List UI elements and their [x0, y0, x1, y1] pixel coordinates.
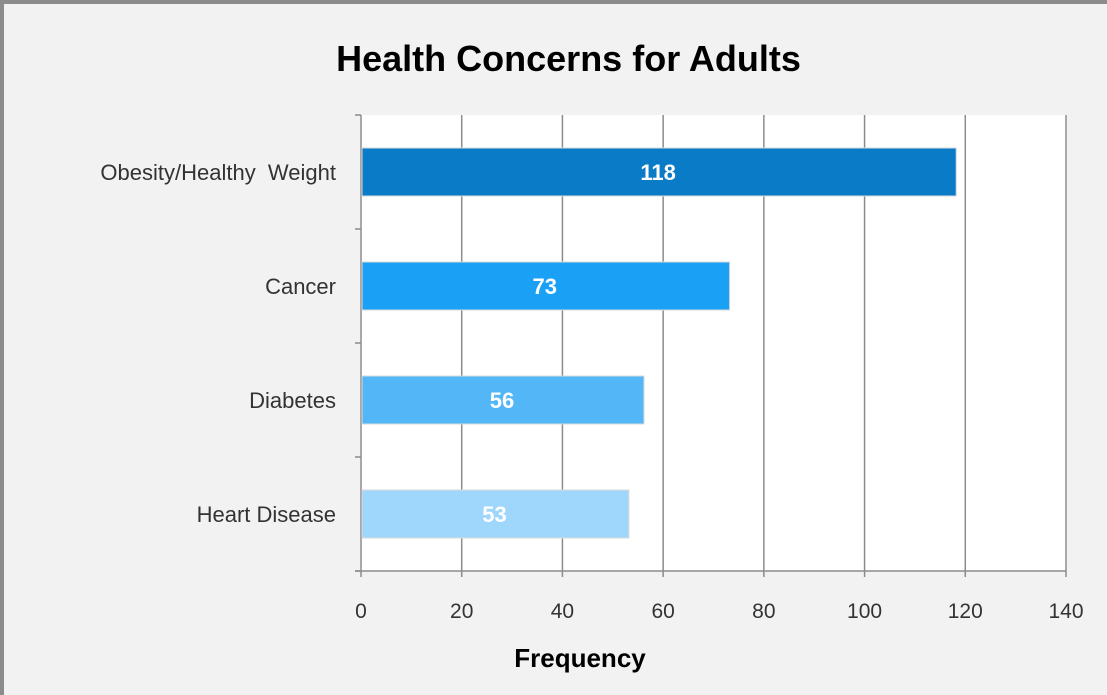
- bar-value-label: 73: [533, 274, 557, 299]
- bar-value-label: 56: [490, 388, 514, 413]
- bar-value-label: 118: [640, 160, 676, 185]
- chart-title: Health Concerns for Adults: [336, 38, 801, 79]
- bar: [361, 489, 630, 539]
- x-tick-label: 140: [1048, 600, 1083, 623]
- x-axis-title: Frequency: [514, 643, 646, 673]
- bar: [361, 375, 645, 425]
- x-tick-label: 0: [355, 600, 367, 623]
- x-tick-label: 120: [948, 600, 983, 623]
- bar: [361, 261, 731, 311]
- category-label: Heart Disease: [197, 502, 336, 527]
- x-tick-label: 60: [651, 600, 674, 623]
- x-tick-label: 40: [551, 600, 574, 623]
- bar-value-label: 53: [482, 502, 506, 527]
- category-label: Cancer: [265, 274, 336, 299]
- x-tick-label: 100: [847, 600, 882, 623]
- x-tick-label: 80: [752, 600, 775, 623]
- category-label: Obesity/Healthy Weight: [100, 160, 336, 185]
- x-tick-label: 20: [450, 600, 473, 623]
- category-label: Diabetes: [249, 388, 336, 413]
- bar: [361, 147, 957, 197]
